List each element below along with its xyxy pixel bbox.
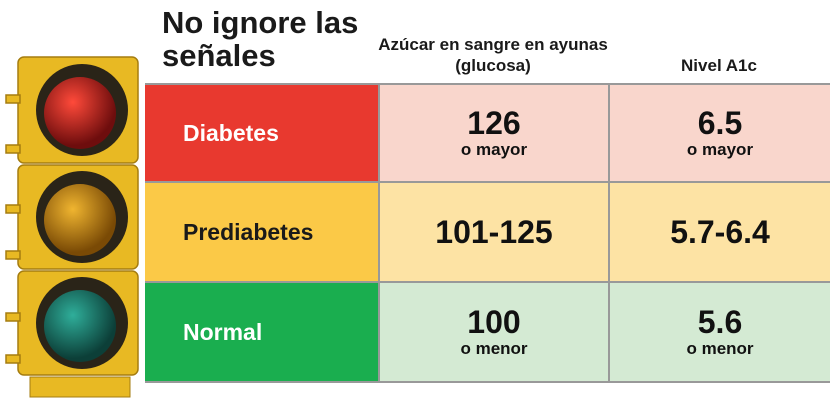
value: 100 <box>467 304 521 340</box>
value: 5.6 <box>697 304 743 340</box>
value-note: o menor <box>686 339 754 358</box>
value: 126 <box>467 105 521 141</box>
table-row: Diabetes 126 o mayor 6.5 o mayor <box>145 83 830 183</box>
value-note: o menor <box>460 339 528 358</box>
column-header: Azúcar en sangre en ayunas (glucosa) <box>378 35 608 75</box>
value-cell: 126 o mayor <box>378 85 608 181</box>
row-label: Prediabetes <box>145 183 378 281</box>
table: Diabetes 126 o mayor 6.5 o mayor Prediabetes 1… <box>145 83 830 383</box>
table-row: Normal 100 o menor 5.6 o menor <box>145 283 830 383</box>
value-cell: 5.6 o menor <box>608 283 830 381</box>
column-header: Nivel A1c <box>681 56 757 75</box>
value-cell: 6.5 o mayor <box>608 85 830 181</box>
value: 101-125 <box>435 214 553 250</box>
value-cell: 5.7-6.4 <box>608 183 830 281</box>
title: No ignore las señales <box>162 5 359 73</box>
value-cell: 100 o menor <box>378 283 608 381</box>
value: 6.5 <box>697 105 743 141</box>
value: 5.7-6.4 <box>670 214 770 250</box>
value-note: o mayor <box>460 140 528 159</box>
row-label: Diabetes <box>145 85 378 181</box>
value-cell: 101-125 <box>378 183 608 281</box>
traffic-light <box>5 56 139 398</box>
table-row: Prediabetes 101-125 5.7-6.4 <box>145 183 830 283</box>
row-label: Normal <box>145 283 378 381</box>
value-note: o mayor <box>686 140 754 159</box>
